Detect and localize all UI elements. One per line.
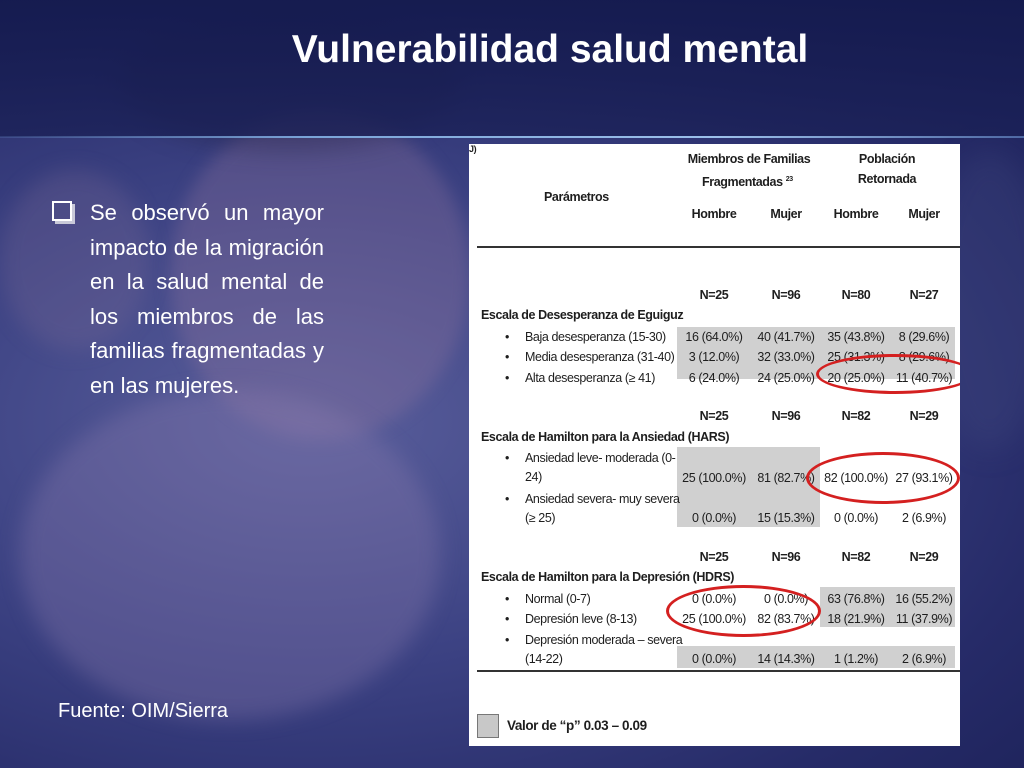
header-mujer-2: Mujer [908,207,940,221]
source-caption: Fuente: OIM/Sierra [58,700,229,722]
cell: 2 (6.9%) [901,511,947,525]
bullet-text: Se observó un mayor impacto de la migrac… [90,200,324,398]
n-value: N=29 [909,409,939,423]
cell: 0 (0.0%) [691,511,737,525]
legend-label: Valor de “p” 0.03 – 0.09 [507,718,647,733]
header-hombre-2: Hombre [833,207,879,221]
row-label: Alta desesperanza (≥ 41) [525,371,655,385]
cell: 14 (14.3%) [757,652,815,666]
section-title: Escala de Hamilton para la Ansiedad (HAR… [481,430,730,444]
header-group2-line2: Retornada [857,172,917,186]
n-value: N=96 [771,288,801,302]
header-param: Parámetros [544,190,609,204]
cell: 8 (29.6%) [898,330,950,344]
n-value: N=82 [841,550,871,564]
row-label-line2: 24) [525,470,542,484]
row-label-line1: Depresión moderada – severa [525,633,683,647]
n-value: N=29 [909,550,939,564]
header-group2-line1: Población [858,152,916,166]
cell: 25 (100.0%) [682,471,746,485]
section-title: Escala de Desesperanza de Eguiguz [481,308,684,322]
row-label: Depresión leve (8-13) [525,612,637,626]
n-value: N=25 [699,409,729,423]
header-group1-line2: Fragmentadas 23 [702,175,793,189]
n-value: N=27 [909,288,939,302]
cell: 32 (33.0%) [757,350,815,364]
header-rule [477,246,960,248]
row-label: Normal (0-7) [525,592,591,606]
row-bullet: • [505,492,509,506]
n-value: N=25 [699,288,729,302]
title-divider [0,136,1024,138]
row-bullet: • [505,451,509,465]
row-bullet: • [505,350,509,364]
highlight-circle [666,585,821,637]
row-bullet: • [505,330,509,344]
header-mujer-1: Mujer [770,207,802,221]
row-label: Media desesperanza (31-40) [525,350,675,364]
cell: 24 (25.0%) [757,371,815,385]
row-label-line1: Ansiedad leve- moderada (0- [525,451,676,465]
row-bullet: • [505,371,509,385]
cell: 81 (82.7%) [757,471,815,485]
row-bullet: • [505,633,509,647]
cell: 35 (43.8%) [827,330,885,344]
row-label-line2: (14-22) [525,652,563,666]
header-group1-line1: Miembros de Familias [687,152,811,166]
row-label-line1: Ansiedad severa- muy severa [525,492,680,506]
highlight-circle [806,452,960,504]
row-bullet: • [505,612,509,626]
cell: 1 (1.2%) [833,652,879,666]
row-label: Baja desesperanza (15-30) [525,330,666,344]
cell: 40 (41.7%) [757,330,815,344]
n-value: N=96 [771,550,801,564]
cell: 15 (15.3%) [757,511,815,525]
checkbox-bullet-icon [52,201,72,221]
n-value: N=82 [841,409,871,423]
corner-mark: J) [469,144,477,154]
highlight-circle [816,354,960,394]
cell: 16 (64.0%) [685,330,743,344]
cell: 16 (55.2%) [895,592,953,606]
cell: 6 (24.0%) [688,371,740,385]
cell: 0 (0.0%) [833,511,879,525]
table-bottom-rule [477,670,960,672]
bullet-item: Se observó un mayor impacto de la migrac… [52,196,324,403]
slide-title: Vulnerabilidad salud mental [291,28,809,71]
n-value: N=25 [699,550,729,564]
cell: 63 (76.8%) [827,592,885,606]
cell: 2 (6.9%) [901,652,947,666]
cell: 18 (21.9%) [827,612,885,626]
title-band [0,0,1024,137]
section-title: Escala de Hamilton para la Depresión (HD… [481,570,735,584]
header-hombre-1: Hombre [691,207,737,221]
cell: 3 (12.0%) [688,350,740,364]
results-table-image: J) Parámetros Miembros de Familias Fragm… [469,144,960,746]
legend-swatch [477,714,499,738]
n-value: N=80 [841,288,871,302]
cell: 11 (37.9%) [895,612,953,626]
row-bullet: • [505,592,509,606]
n-value: N=96 [771,409,801,423]
row-label-line2: (≥ 25) [525,511,556,525]
cell: 0 (0.0%) [691,652,737,666]
